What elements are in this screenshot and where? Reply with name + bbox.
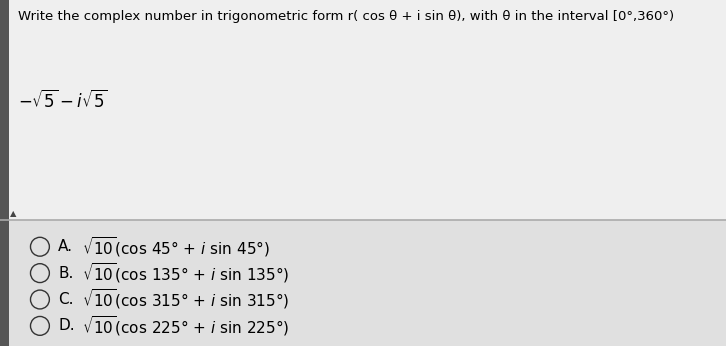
Text: $\sqrt{10}$(cos 225° + $i$ sin 225°): $\sqrt{10}$(cos 225° + $i$ sin 225°) (82, 314, 290, 338)
Text: ▲: ▲ (10, 209, 17, 218)
Text: $-\sqrt{5} - i\sqrt{5}$: $-\sqrt{5} - i\sqrt{5}$ (18, 90, 108, 112)
Bar (0, 0, 9, 346)
Text: C.: C. (58, 292, 73, 307)
Bar (0, 220, 726, 346)
Bar (0, 0, 726, 220)
Text: B.: B. (58, 266, 73, 281)
Text: $\sqrt{10}$(cos 45° + $i$ sin 45°): $\sqrt{10}$(cos 45° + $i$ sin 45°) (82, 235, 270, 259)
Text: $\sqrt{10}$(cos 135° + $i$ sin 135°): $\sqrt{10}$(cos 135° + $i$ sin 135°) (82, 261, 290, 285)
Text: A.: A. (58, 239, 73, 254)
Text: $\sqrt{10}$(cos 315° + $i$ sin 315°): $\sqrt{10}$(cos 315° + $i$ sin 315°) (82, 288, 290, 311)
Text: D.: D. (58, 318, 75, 334)
Text: Write the complex number in trigonometric form r( cos θ + i sin θ), with θ in th: Write the complex number in trigonometri… (18, 10, 674, 24)
